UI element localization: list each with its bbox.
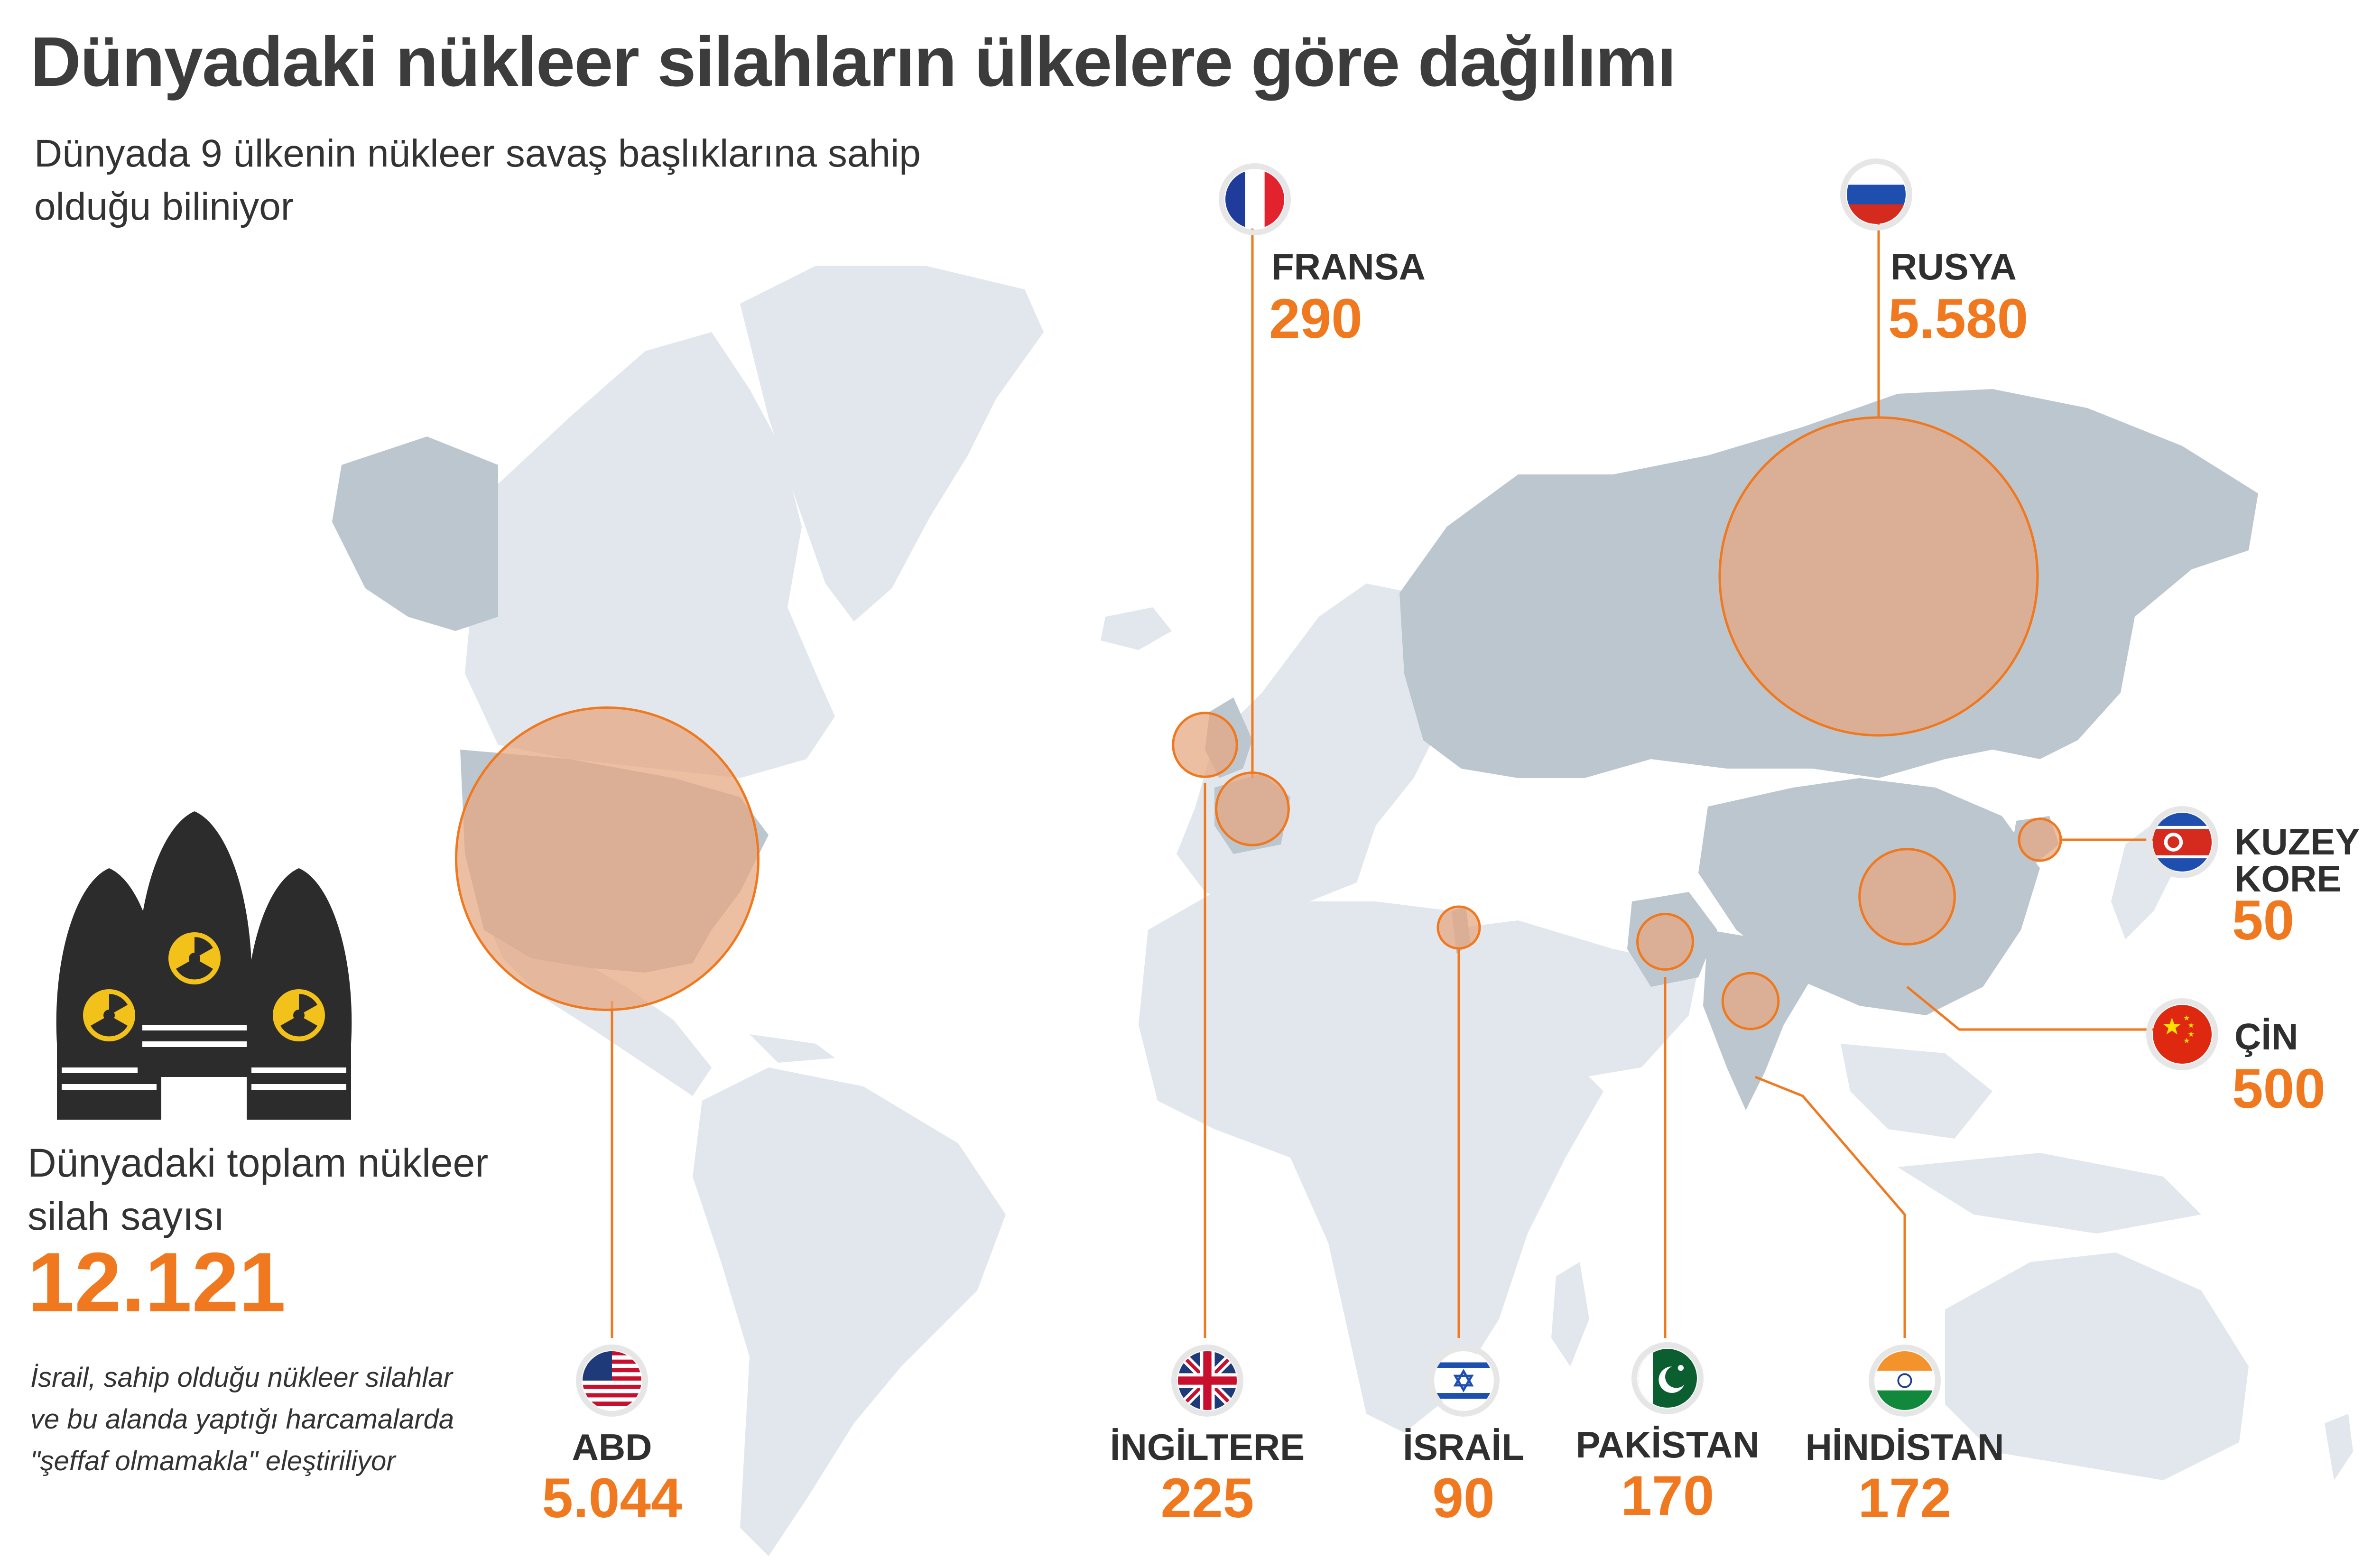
country-value-rusya: 5.580 xyxy=(1888,288,2029,350)
uk-flag-icon xyxy=(1171,1345,1243,1417)
missile-center xyxy=(137,811,252,1077)
usa-flag-icon xyxy=(576,1345,648,1417)
missile-left xyxy=(56,868,162,1120)
bubble-rusya xyxy=(1718,416,2039,737)
leader-line-hindistan xyxy=(1755,1076,1906,1338)
bubble-ingiltere xyxy=(1172,712,1238,778)
total-value: 12.121 xyxy=(28,1235,286,1329)
radiation-icon xyxy=(273,989,325,1041)
total-label: Dünyadaki toplam nükleer silah sayısı xyxy=(28,1141,489,1238)
country-value-fransa: 290 xyxy=(1269,288,1362,350)
country-name-pakistan: PAKİSTAN xyxy=(1575,1424,1760,1466)
country-name-abd: ABD xyxy=(572,1426,652,1468)
china-flag-icon xyxy=(2146,998,2218,1070)
country-name-hindistan: HİNDİSTAN xyxy=(1805,1426,2004,1468)
footnote: İsrail, sahip olduğu nükleer silahlar ve… xyxy=(30,1362,454,1476)
country-value-israil: 90 xyxy=(1432,1467,1495,1530)
leader-line-cin xyxy=(1906,986,2159,1031)
bubble-israil xyxy=(1436,905,1481,950)
north-korea-flag-icon xyxy=(2146,806,2218,878)
france-flag-icon xyxy=(1219,163,1291,235)
bubble-kuzey-kore xyxy=(2018,817,2062,862)
bubble-pakistan xyxy=(1636,913,1694,971)
leader-lines xyxy=(611,223,2159,1338)
country-name-israil: İSRAİL xyxy=(1403,1426,1524,1468)
country-value-pakistan: 170 xyxy=(1621,1465,1714,1527)
bubble-cin xyxy=(1858,848,1956,946)
subtitle: Dünyada 9 ülkenin nükleer savaş başlıkla… xyxy=(34,132,921,228)
bubble-hindistan xyxy=(1721,972,1780,1030)
radiation-icon xyxy=(168,932,221,984)
country-value-abd: 5.044 xyxy=(542,1467,682,1530)
pakistan-flag-icon xyxy=(1631,1342,1704,1414)
bubble-abd xyxy=(454,706,760,1011)
missile-icon xyxy=(56,811,352,1120)
india-flag-icon xyxy=(1869,1345,1941,1417)
page-title: Dünyadaki nükleer silahların ülkelere gö… xyxy=(30,23,1677,101)
russia-flag-icon xyxy=(1840,158,1912,231)
country-name-rusya: RUSYA xyxy=(1890,246,2017,288)
flags xyxy=(576,158,2218,1417)
missile-right xyxy=(246,868,352,1120)
bubbles xyxy=(454,416,2062,1030)
country-value-hindistan: 172 xyxy=(1858,1467,1952,1530)
israel-flag-icon xyxy=(1427,1345,1500,1417)
bubble-fransa xyxy=(1215,771,1290,846)
radiation-icon xyxy=(83,989,135,1041)
country-name-cin: ÇİN xyxy=(2234,1016,2298,1058)
country-value-ingiltere: 225 xyxy=(1160,1467,1254,1530)
country-name-kuzey-kore: KUZEY KORE xyxy=(2234,821,2359,900)
country-name-ingiltere: İNGİLTERE xyxy=(1110,1426,1305,1468)
country-value-kuzey-kore: 50 xyxy=(2232,889,2295,952)
country-value-cin: 500 xyxy=(2232,1058,2326,1120)
country-name-fransa: FRANSA xyxy=(1271,246,1426,288)
